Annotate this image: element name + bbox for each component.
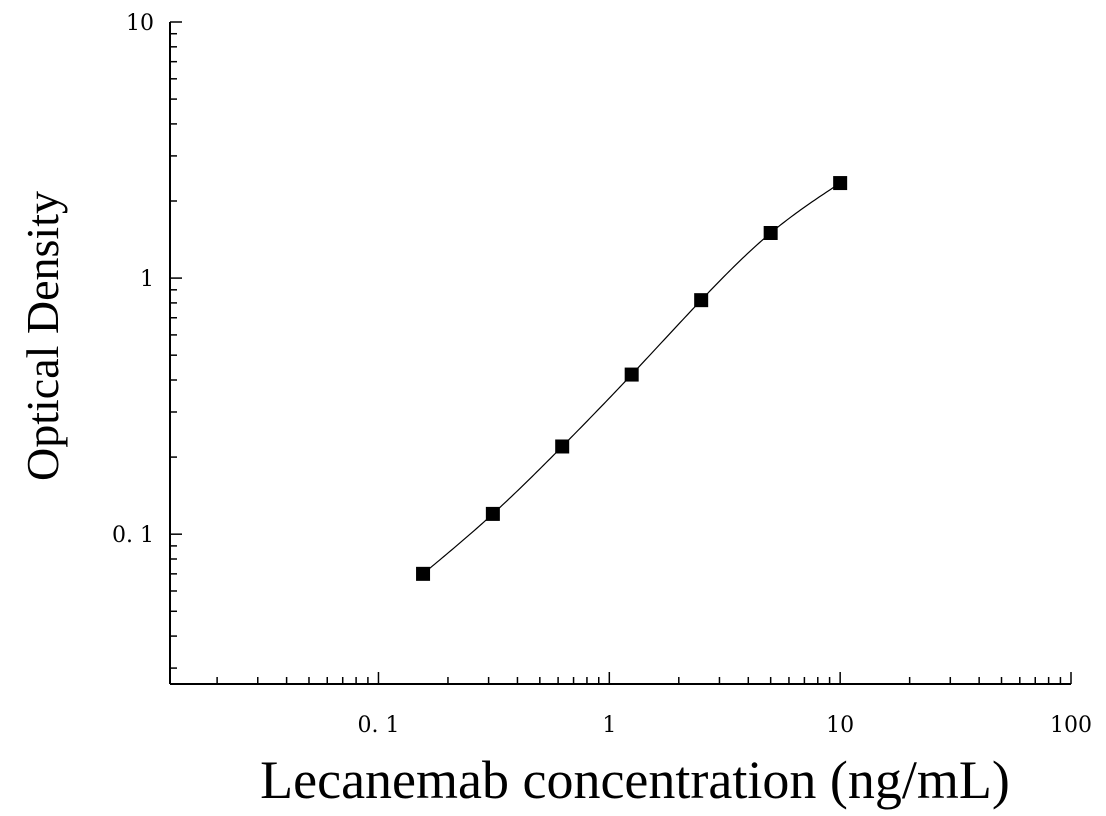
y-tick-label: 1 <box>140 267 154 292</box>
data-point <box>416 566 431 581</box>
x-tick-label: 10 <box>826 713 854 738</box>
x-tick-label: 100 <box>1050 713 1092 738</box>
data-point <box>763 225 778 240</box>
data-points <box>416 176 848 581</box>
x-tick-label: 0. 1 <box>357 713 399 738</box>
y-axis-title: Optical Density <box>17 191 68 481</box>
data-point <box>555 439 570 454</box>
axes <box>169 21 1072 685</box>
x-tick-labels: 0. 1 1 10 100 <box>357 713 1092 738</box>
data-point <box>624 367 639 382</box>
data-point <box>833 176 848 191</box>
data-point <box>485 506 500 521</box>
x-tick-label: 1 <box>602 713 616 738</box>
y-tick-label: 0. 1 <box>112 523 154 548</box>
x-axis-title: Lecanemab concentration (ng/mL) <box>260 750 1010 810</box>
y-tick-label: 10 <box>126 11 154 36</box>
data-point <box>694 293 709 308</box>
y-tick-labels: 0. 1 1 10 <box>112 11 154 548</box>
